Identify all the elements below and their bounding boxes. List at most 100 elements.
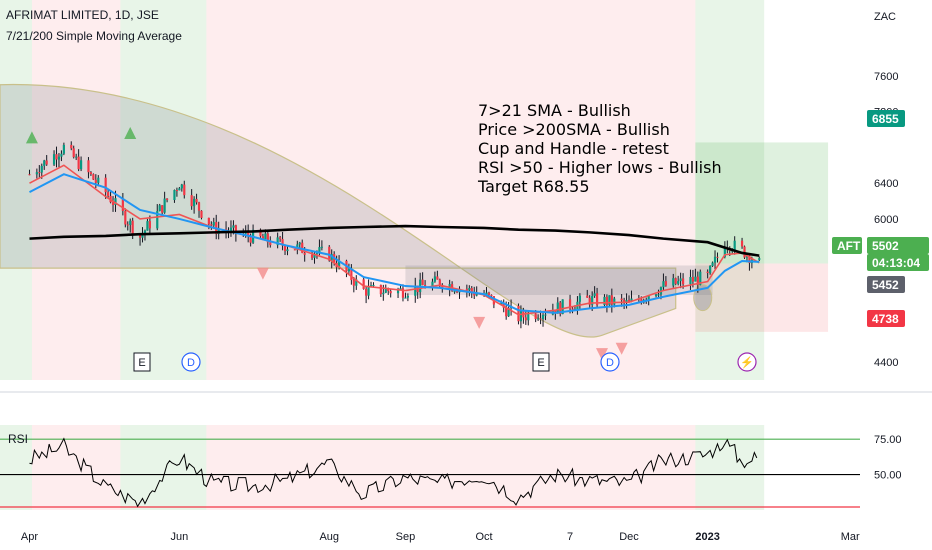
sell-signal-triangle xyxy=(615,342,628,355)
candle-body xyxy=(500,302,503,305)
candle-body xyxy=(261,236,265,240)
candle-body xyxy=(138,234,142,238)
candle-body xyxy=(544,314,547,316)
candle-body xyxy=(468,288,471,291)
candle-body xyxy=(694,276,697,282)
candle-body xyxy=(630,298,633,302)
sell-signal-triangle xyxy=(473,316,486,329)
candle-body xyxy=(178,188,181,191)
candle-body xyxy=(183,184,186,196)
price-tick-label: 6400 xyxy=(874,178,898,190)
candle-body xyxy=(748,255,751,264)
candle-body xyxy=(62,144,65,154)
annotation-line-0: 7>21 SMA - Bullish xyxy=(478,101,631,120)
candle-body xyxy=(490,294,493,297)
candle-body xyxy=(677,281,680,284)
candle-body xyxy=(448,284,451,289)
candle-body xyxy=(195,198,198,203)
price-badges: 6855 AFT 5502 04:13:04 5452 4738 xyxy=(832,110,929,327)
candle-body xyxy=(723,247,726,258)
candle-body xyxy=(286,249,289,252)
candle-body xyxy=(421,279,424,286)
candle-body xyxy=(396,289,400,294)
price-badge-label: 4738 xyxy=(872,312,899,326)
annotation-line-4: Target R68.55 xyxy=(477,177,590,196)
candle-body xyxy=(568,299,572,309)
candle-body xyxy=(249,236,252,243)
annotation-line-3: RSI >50 - Higher lows - Bullish xyxy=(478,158,722,177)
price-badge xyxy=(867,110,905,127)
event-marker-label: E xyxy=(537,357,544,369)
price-tick-label: 7600 xyxy=(874,71,898,83)
candle-body xyxy=(281,239,284,246)
time-tick-label: Oct xyxy=(475,531,492,543)
sell-signal-triangle xyxy=(596,348,608,361)
split-marker xyxy=(737,352,757,372)
candle-body xyxy=(40,165,43,173)
candle-body xyxy=(173,190,176,201)
candle-body xyxy=(640,299,643,303)
candle-body xyxy=(625,300,628,303)
candle-body xyxy=(97,177,100,183)
candle-body xyxy=(131,220,134,235)
candle-body xyxy=(104,177,107,193)
candle-body xyxy=(57,156,61,160)
candle-body xyxy=(595,293,599,305)
candle-body xyxy=(28,174,31,176)
indicator-legend[interactable]: 7/21/200 Simple Moving Average xyxy=(6,29,182,43)
candle-body xyxy=(313,253,316,258)
candle-body xyxy=(129,220,132,225)
candle-body xyxy=(190,195,193,207)
candle-body xyxy=(507,308,510,317)
candle-body xyxy=(283,245,287,252)
sell-signal-triangle xyxy=(256,267,269,280)
candle-body xyxy=(279,237,282,240)
cup-shape xyxy=(0,84,677,338)
candle-body xyxy=(293,249,296,251)
candle-body xyxy=(524,317,527,321)
candle-body xyxy=(740,240,744,247)
candle-body xyxy=(620,298,623,301)
candle-body xyxy=(541,315,545,320)
candle-body xyxy=(111,202,115,205)
candle-body xyxy=(681,278,685,285)
rsi-tick-label: 75.00 xyxy=(874,434,902,446)
candle-body xyxy=(431,281,434,289)
candle-body xyxy=(310,254,314,258)
candle-body xyxy=(593,293,596,297)
candle-body xyxy=(414,285,417,296)
candle-body xyxy=(578,295,581,302)
candle-body xyxy=(733,240,736,251)
price-badge xyxy=(867,276,905,293)
annotation-line-1: Price >200SMA - Bullish xyxy=(478,120,670,139)
sma21-line xyxy=(29,173,760,314)
candle-body xyxy=(441,285,444,289)
candle-body xyxy=(229,227,233,233)
dividend-marker xyxy=(181,352,201,372)
time-axis: Apr Jun Aug Sep Oct 7 Dec 2023 Mar xyxy=(21,531,860,543)
candle-body xyxy=(163,198,166,213)
time-tick-label: 2023 xyxy=(695,531,719,543)
price-badge-label: AFT xyxy=(837,239,861,253)
candle-body xyxy=(337,260,341,268)
candle-body xyxy=(38,172,41,174)
candle-body xyxy=(232,225,235,228)
candle-body xyxy=(519,310,523,322)
candle-body xyxy=(561,299,564,315)
time-tick-label: Sep xyxy=(396,531,416,543)
event-marker-label: ⚡ xyxy=(740,356,754,369)
candle-body xyxy=(35,172,38,175)
candle-body xyxy=(234,225,237,234)
event-marker-label: D xyxy=(606,357,614,369)
candle-body xyxy=(674,278,677,284)
earnings-marker xyxy=(532,352,550,372)
time-tick-label: Aug xyxy=(319,531,339,543)
candle-body xyxy=(124,210,127,225)
candle-body xyxy=(379,284,382,295)
rsi-band-bear xyxy=(31,425,121,510)
candle-body xyxy=(318,247,321,253)
candle-body xyxy=(689,276,692,285)
candle-body xyxy=(534,313,537,320)
